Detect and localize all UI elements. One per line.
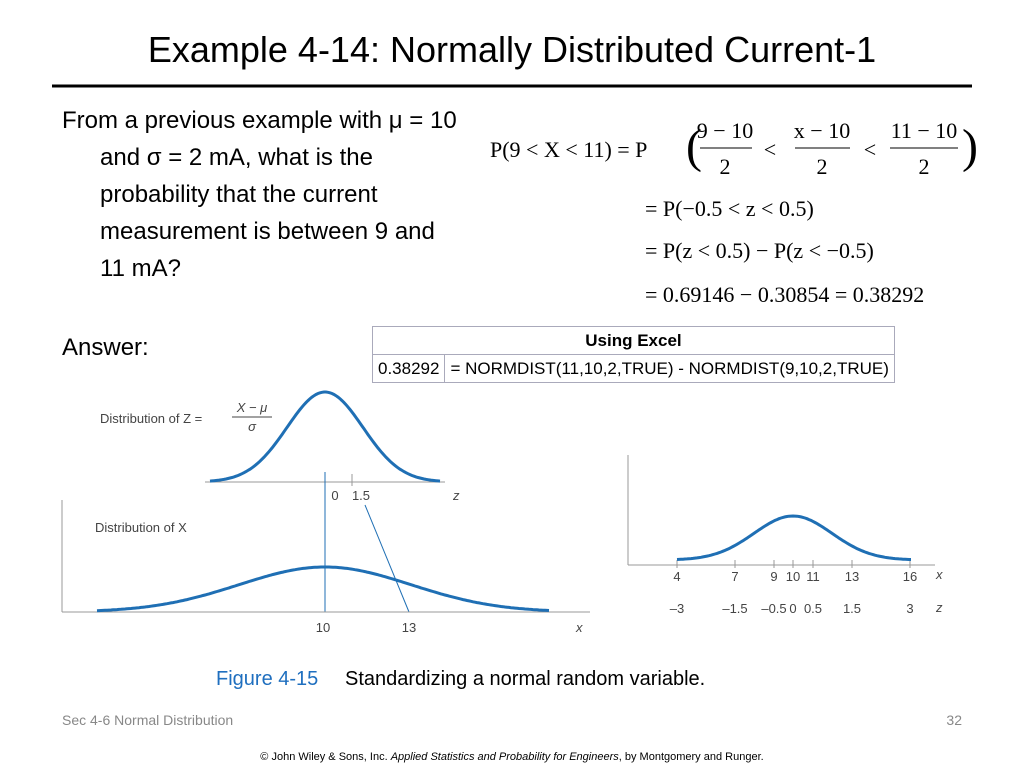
label: X − μ — [236, 400, 268, 415]
eq-line: = P(z < 0.5) − P(z < −0.5) — [645, 238, 874, 263]
caption-label: Figure 4-15 — [216, 668, 318, 690]
figure-right: x z 4 7 9 10 11 13 16 –3 –1.5 –0.5 0 0.5 1.5 3 — [627, 455, 943, 616]
x-tick-label: 11 — [806, 569, 820, 584]
normal-curve — [209, 390, 441, 483]
caption-text: Standardizing a normal random variable. — [345, 668, 705, 690]
z-tick-label: 0.5 — [804, 601, 822, 616]
equations: P(9 < X < 11) = P ( 9 − 10 2 < x − 10 2 … — [490, 118, 978, 307]
normal-curve — [96, 565, 550, 613]
operator: < — [864, 137, 876, 162]
book-title: Applied Statistics and Probability for E… — [390, 751, 620, 763]
x-tick-label: 9 — [770, 569, 777, 584]
x-tick-label: 4 — [673, 569, 680, 584]
normal-curve — [676, 514, 911, 561]
z-tick-label: –1.5 — [722, 601, 747, 616]
title: Example 4-14: Normally Distributed Curre… — [148, 29, 876, 70]
eq-line: = P(−0.5 < z < 0.5) — [645, 196, 814, 221]
tick-label: 13 — [402, 620, 416, 635]
page-number: 32 — [946, 712, 962, 728]
frac-num: x − 10 — [794, 118, 850, 143]
axis-label: x — [935, 567, 943, 582]
z-tick-label: 1.5 — [843, 601, 861, 616]
excel-table: Using Excel 0.38292 = NORMDIST(11,10,2,TR… — [371, 326, 895, 383]
table-row: 0.38292 = NORMDIST(11,10,2,TRUE) - NORMDI… — [371, 354, 895, 383]
z-tick-label: –0.5 — [761, 601, 786, 616]
copyright-holder: © John Wiley & Sons, Inc. — [260, 751, 387, 763]
answer-label: Answer: — [62, 334, 149, 361]
connector — [364, 504, 410, 613]
table-cell: = NORMDIST(11,10,2,TRUE) - NORMDIST(9,10… — [444, 354, 895, 383]
axis-label: x — [575, 620, 583, 635]
frac-den: 2 — [919, 154, 930, 179]
question: From a previous example with μ = 10 and … — [62, 107, 457, 282]
label: σ — [248, 419, 257, 434]
axis-label: z — [452, 488, 460, 503]
figure-left: Distribution of Z = X − μ σ 0 1.5 z Dist… — [61, 400, 590, 635]
paren: ( — [686, 120, 702, 173]
copyright: © John Wiley & Sons, Inc. Applied Statis… — [260, 751, 763, 763]
x-tick-label: 13 — [845, 569, 859, 584]
x-tick-label: 10 — [786, 569, 800, 584]
label: Distribution of Z = — [100, 411, 202, 426]
frac-den: 2 — [817, 154, 828, 179]
z-tick-label: –3 — [670, 601, 684, 616]
table-header: Using Excel — [372, 326, 895, 355]
x-tick-label: 7 — [731, 569, 738, 584]
paren: ) — [962, 120, 978, 173]
footer-section: Sec 4-6 Normal Distribution — [62, 712, 233, 728]
eq-lhs: P(9 < X < 11) = P — [490, 137, 647, 162]
label: Distribution of X — [95, 520, 187, 535]
eq-line: = 0.69146 − 0.30854 = 0.38292 — [645, 282, 924, 307]
authors: , by Montgomery and Runger. — [619, 751, 764, 763]
tick-label: 0 — [331, 488, 338, 503]
table-header-row: Using Excel — [372, 326, 895, 355]
frac-num: 11 − 10 — [891, 118, 958, 143]
operator: < — [764, 137, 776, 162]
z-tick-label: 3 — [906, 601, 913, 616]
frac-num: 9 − 10 — [697, 118, 753, 143]
axis-label: z — [935, 600, 943, 615]
tick-label: 1.5 — [352, 488, 370, 503]
table-cell: 0.38292 — [371, 354, 446, 383]
frac-den: 2 — [720, 154, 731, 179]
tick-label: 10 — [316, 620, 330, 635]
z-tick-label: 0 — [789, 601, 796, 616]
x-tick-label: 16 — [903, 569, 917, 584]
